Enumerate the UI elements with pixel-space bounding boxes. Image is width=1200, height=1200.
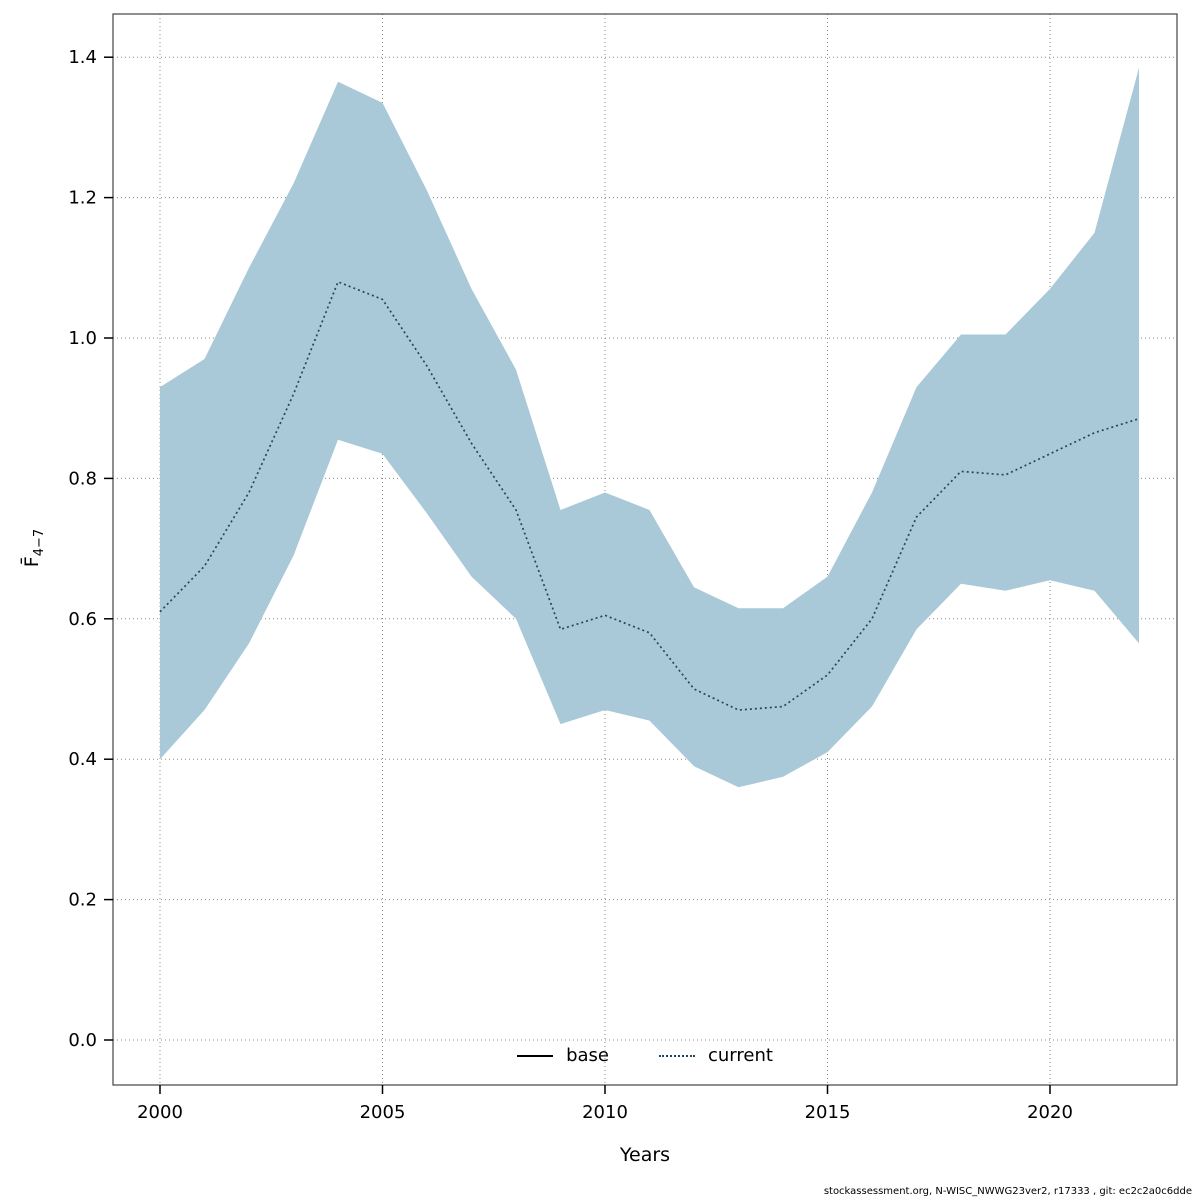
gridlines bbox=[113, 14, 1177, 1085]
legend-label-current: current bbox=[707, 1045, 773, 1066]
x-tick-label: 2000 bbox=[137, 1102, 183, 1123]
footer-credit: stockassessment.org, N-WISC_NWWG23ver2, … bbox=[823, 1186, 1192, 1197]
confidence-band bbox=[160, 67, 1139, 788]
y-tick-label: 0.6 bbox=[68, 609, 97, 630]
x-tick-label: 2020 bbox=[1027, 1102, 1073, 1123]
axis-ticks bbox=[104, 56, 1051, 1094]
x-tick-label: 2005 bbox=[360, 1102, 406, 1123]
tick-labels: 2000 2005 2010 2015 2020 0.0 0.2 0.4 0.6 0.8 1.0 1.… bbox=[68, 47, 1073, 1123]
legend-item-base: base bbox=[517, 1045, 609, 1066]
y-tick-label: 0.2 bbox=[68, 890, 97, 911]
legend-item-current: current bbox=[658, 1045, 773, 1066]
y-tick-label: 0.4 bbox=[68, 749, 97, 770]
y-tick-label: 0.8 bbox=[68, 468, 97, 489]
y-axis-label-base: F̄ bbox=[21, 556, 44, 568]
y-tick-label: 0.0 bbox=[68, 1030, 97, 1051]
x-tick-label: 2015 bbox=[805, 1102, 851, 1123]
y-tick-label: 1.2 bbox=[68, 188, 97, 209]
y-tick-label: 1.4 bbox=[68, 47, 97, 68]
y-axis-label-subscript: 4−7 bbox=[31, 528, 47, 557]
x-axis-label: Years bbox=[619, 1144, 671, 1166]
x-tick-label: 2010 bbox=[582, 1102, 628, 1123]
legend-label-base: base bbox=[566, 1045, 609, 1066]
plot-border bbox=[112, 13, 1178, 1086]
legend: base current bbox=[113, 1045, 1177, 1066]
y-tick-label: 1.0 bbox=[68, 328, 97, 349]
y-axis-label: F̄4−7 bbox=[21, 529, 47, 567]
base-line-sample bbox=[517, 1054, 554, 1057]
current-line-sample bbox=[658, 1054, 695, 1057]
